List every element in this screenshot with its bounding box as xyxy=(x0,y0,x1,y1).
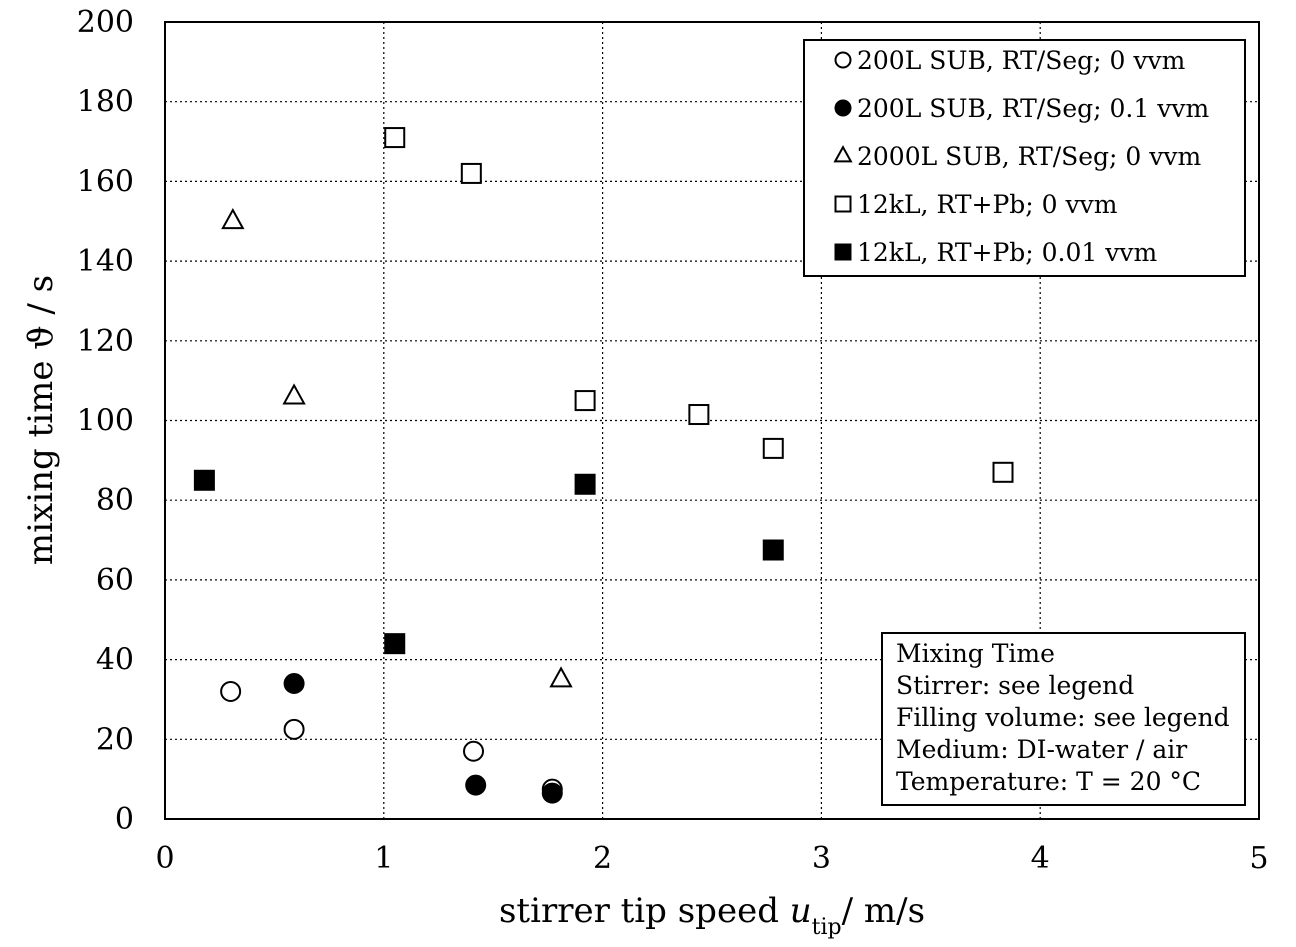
info-box-line: Mixing Time xyxy=(896,639,1055,668)
x-axis-title: stirrer tip speed utip/ m/s xyxy=(499,891,925,940)
x-tick-label: 2 xyxy=(593,841,612,876)
x-tick-label: 5 xyxy=(1249,841,1268,876)
legend-marker xyxy=(834,99,852,117)
data-point xyxy=(220,680,242,702)
x-axis-title-sub: tip xyxy=(812,915,842,940)
info-box-line: Medium: DI-water / air xyxy=(896,735,1187,764)
data-point xyxy=(193,469,215,491)
data-point xyxy=(465,774,487,796)
legend-box xyxy=(803,39,1246,277)
y-axis-ticks: 0 20 40 60 80 100 120 140 160 180 200 xyxy=(77,5,134,837)
x-tick-label: 3 xyxy=(812,841,831,876)
legend-label: 200L SUB, RT/Seg; 0.1 vvm xyxy=(857,94,1209,123)
series-0 xyxy=(220,680,563,800)
data-point xyxy=(460,162,482,184)
series-1 xyxy=(283,673,563,804)
y-tick-label: 20 xyxy=(96,722,134,757)
legend-label: 2000L SUB, RT/Seg; 0 vvm xyxy=(857,142,1202,171)
legend-label: 12kL, RT+Pb; 0.01 vvm xyxy=(857,238,1158,267)
data-point xyxy=(574,473,596,495)
legend-marker xyxy=(834,243,852,261)
legend-marker xyxy=(834,51,852,69)
data-point xyxy=(762,437,784,459)
data-point xyxy=(992,461,1014,483)
data-point xyxy=(283,718,305,740)
info-box: Mixing Time Stirrer: see legend Filling vo… xyxy=(881,632,1246,806)
y-axis-title: mixing time ϑ / s xyxy=(21,275,61,565)
data-point xyxy=(282,383,306,405)
x-axis-title-main: stirrer tip speed xyxy=(499,891,790,931)
y-tick-label: 140 xyxy=(77,244,134,279)
data-point xyxy=(688,404,710,426)
y-tick-label: 120 xyxy=(77,324,134,359)
legend-marker xyxy=(833,145,853,163)
data-points xyxy=(193,127,1014,804)
x-tick-label: 4 xyxy=(1031,841,1050,876)
info-box-line: Temperature: T = 20 °C xyxy=(896,767,1201,796)
y-tick-label: 200 xyxy=(77,5,134,40)
y-tick-label: 100 xyxy=(77,404,134,439)
data-point xyxy=(549,666,573,688)
info-box-line: Stirrer: see legend xyxy=(896,671,1134,700)
x-axis-title-var: u xyxy=(790,891,812,931)
info-box-line: Filling volume: see legend xyxy=(896,703,1230,732)
legend-label: 200L SUB, RT/Seg; 0 vvm xyxy=(857,46,1186,75)
y-tick-label: 60 xyxy=(96,563,134,598)
data-point xyxy=(283,673,305,695)
y-tick-label: 0 xyxy=(115,802,134,837)
y-tick-label: 160 xyxy=(77,164,134,199)
data-point xyxy=(221,207,245,230)
legend: 200L SUB, RT/Seg; 0 vvm 200L SUB, RT/Seg;… xyxy=(803,39,1246,277)
x-tick-label: 1 xyxy=(374,841,393,876)
y-tick-label: 80 xyxy=(96,483,134,518)
series-4 xyxy=(193,469,784,655)
data-point xyxy=(384,633,406,655)
info-box-frame xyxy=(881,632,1246,806)
x-axis-title-unit: / m/s xyxy=(842,891,925,931)
legend-label: 12kL, RT+Pb; 0 vvm xyxy=(857,190,1118,219)
x-tick-label: 0 xyxy=(155,841,174,876)
y-tick-label: 40 xyxy=(96,643,134,678)
x-axis-ticks: 0 1 2 3 4 5 xyxy=(155,841,1268,876)
series-2 xyxy=(221,207,573,688)
data-point xyxy=(574,390,596,412)
legend-marker xyxy=(834,195,852,213)
data-point xyxy=(384,127,406,149)
data-point xyxy=(463,740,485,762)
y-tick-label: 180 xyxy=(77,85,134,120)
series-3 xyxy=(384,127,1014,483)
data-point xyxy=(762,539,784,561)
data-point xyxy=(541,782,563,804)
plot-area-frame xyxy=(164,21,1260,820)
